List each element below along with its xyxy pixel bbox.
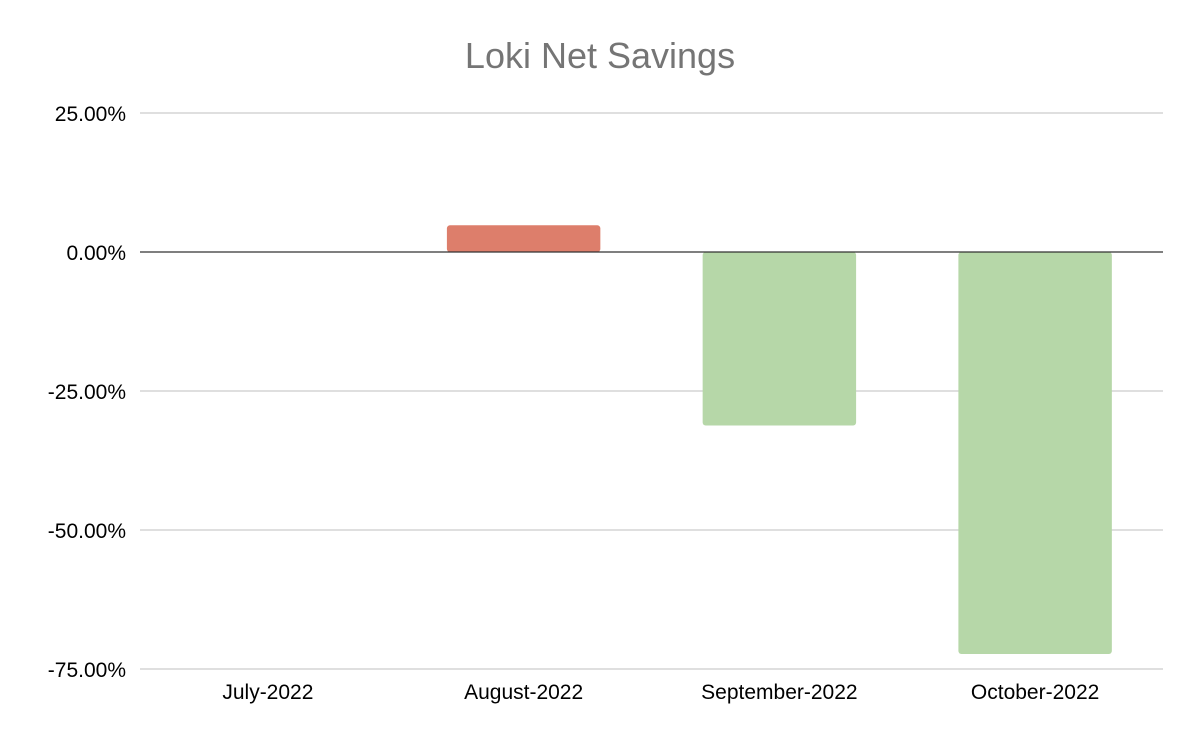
x-tick-label: August-2022 [464, 681, 583, 704]
y-tick-label: 25.00% [55, 103, 126, 126]
bar-september-2022 [702, 252, 857, 426]
x-tick-label: October-2022 [971, 681, 1099, 704]
bar-october-2022 [958, 252, 1112, 654]
y-tick-label: -25.00% [48, 381, 126, 404]
x-tick-label: September-2022 [701, 681, 857, 704]
x-tick-label: July-2022 [222, 681, 313, 704]
chart-title: Loki Net Savings [465, 35, 735, 76]
y-tick-label: 0.00% [66, 242, 126, 265]
bars [446, 225, 1112, 654]
y-tick-label: -50.00% [48, 520, 126, 543]
y-tick-label: -75.00% [48, 659, 126, 682]
axes: 25.00% 0.00% -25.00% -50.00% -75.00% July-202… [48, 103, 1163, 704]
bar-august-2022 [446, 225, 601, 252]
